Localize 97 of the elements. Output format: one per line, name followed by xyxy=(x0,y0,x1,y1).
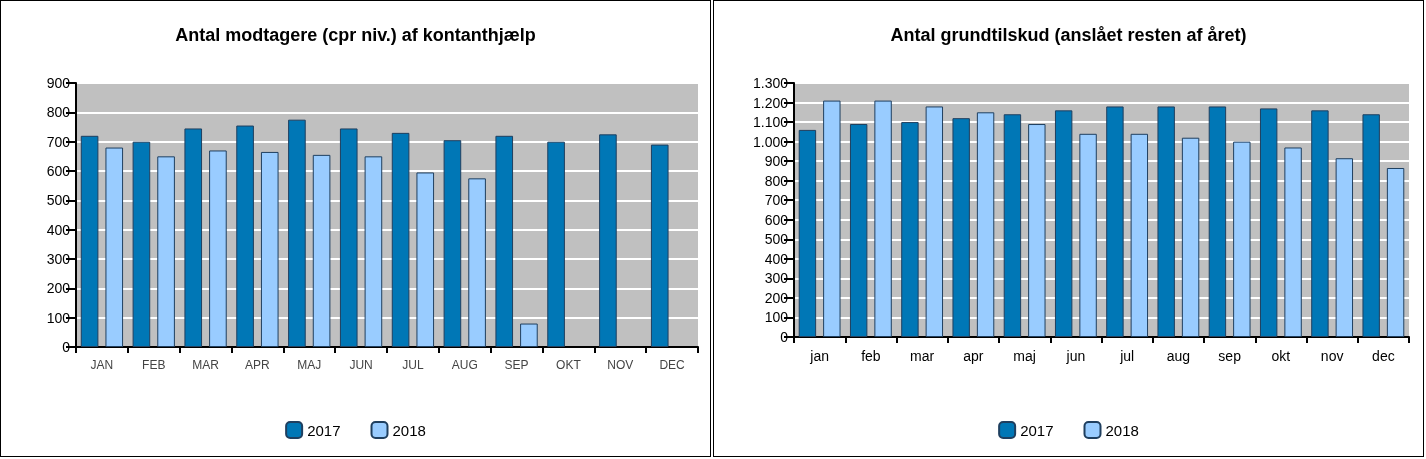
x-tick-label: JAN xyxy=(90,358,114,372)
legend-label: 2017 xyxy=(307,421,341,439)
y-tick-label: 900 xyxy=(764,153,789,170)
chart-title: Antal grundtilskud (anslået resten af året) xyxy=(890,25,1247,45)
y-tick-label: 900 xyxy=(46,75,71,91)
x-tick-label: jan xyxy=(809,348,829,364)
bar xyxy=(209,150,227,347)
bar xyxy=(1362,114,1380,337)
bar xyxy=(157,156,175,347)
bar xyxy=(1284,147,1302,337)
bar xyxy=(901,122,919,337)
bar xyxy=(547,141,565,347)
bar xyxy=(849,124,868,337)
x-tick-label: SEP xyxy=(504,358,529,372)
y-tick-label: 600 xyxy=(764,211,789,228)
bar xyxy=(925,106,944,337)
x-tick-label: mar xyxy=(910,348,935,364)
x-tick-label: apr xyxy=(963,348,984,364)
x-tick-label: dec xyxy=(1372,348,1395,364)
bar xyxy=(1335,158,1354,337)
bar xyxy=(312,154,331,347)
bar xyxy=(1106,106,1124,337)
bar xyxy=(1157,106,1175,337)
y-tick-label: 1.000 xyxy=(752,133,789,150)
legend-label: 2017 xyxy=(1020,421,1054,439)
bar xyxy=(823,100,841,337)
bar xyxy=(1003,114,1022,337)
bar xyxy=(1181,137,1200,337)
bar xyxy=(391,132,410,347)
y-tick-label: 400 xyxy=(764,250,789,267)
x-tick-label: JUN xyxy=(349,358,373,372)
x-tick-label: okt xyxy=(1271,348,1291,364)
x-tick-label: APR xyxy=(245,358,271,372)
bar xyxy=(1386,167,1405,337)
x-tick-label: nov xyxy=(1320,348,1344,364)
y-tick-label: 800 xyxy=(46,104,71,121)
y-tick-label: 600 xyxy=(46,163,71,179)
bar xyxy=(952,118,970,337)
x-tick-label: aug xyxy=(1166,348,1191,364)
y-tick-label: 300 xyxy=(764,270,789,287)
bar xyxy=(80,135,99,347)
bar xyxy=(1311,110,1329,337)
bar xyxy=(1028,124,1046,337)
bar xyxy=(443,140,462,347)
x-tick-label: FEB xyxy=(142,358,166,372)
y-tick-label: 700 xyxy=(764,192,789,209)
bar xyxy=(236,125,254,347)
bar xyxy=(1259,108,1278,337)
bar xyxy=(364,156,383,347)
bar xyxy=(798,129,817,337)
x-tick-label: DEC xyxy=(659,358,686,372)
bar xyxy=(260,151,279,347)
x-tick-label: jul xyxy=(1119,348,1135,364)
bar xyxy=(416,172,435,347)
y-tick-label: 500 xyxy=(46,192,71,209)
y-tick-label: 800 xyxy=(764,172,789,189)
bar xyxy=(288,119,306,347)
x-tick-label: feb xyxy=(861,348,881,364)
y-tick-label: 100 xyxy=(46,309,71,326)
bar xyxy=(132,141,151,347)
x-tick-label: AUG xyxy=(451,358,478,372)
y-tick-label: 200 xyxy=(764,289,789,306)
y-tick-label: 1.100 xyxy=(752,114,789,131)
bar xyxy=(1130,133,1149,337)
bar xyxy=(1079,133,1097,337)
x-tick-label: MAJ xyxy=(297,358,322,372)
bar xyxy=(339,128,358,347)
y-tick-label: 1.300 xyxy=(752,75,789,91)
bar xyxy=(520,323,538,347)
legend-label: 2018 xyxy=(1105,421,1139,439)
chart-title: Antal modtagere (cpr niv.) af kontanthjælp xyxy=(175,25,536,45)
bar xyxy=(1054,110,1073,337)
x-tick-label: MAR xyxy=(192,358,220,372)
x-tick-label: JUL xyxy=(402,358,424,372)
x-tick-label: jun xyxy=(1065,348,1086,364)
y-tick-label: 100 xyxy=(764,309,789,326)
bar xyxy=(976,112,995,337)
bar xyxy=(495,135,514,347)
x-tick-label: NOV xyxy=(607,358,634,372)
y-tick-label: 300 xyxy=(46,251,71,267)
bar xyxy=(105,147,124,347)
x-tick-label: OKT xyxy=(556,358,582,372)
bar xyxy=(599,134,617,347)
y-tick-label: 400 xyxy=(46,221,71,238)
bar xyxy=(468,178,486,347)
bar xyxy=(1233,141,1251,337)
bar xyxy=(650,144,669,347)
legend-label: 2018 xyxy=(392,421,426,439)
y-tick-label: 200 xyxy=(46,280,71,297)
bar xyxy=(1208,106,1227,337)
x-tick-label: sep xyxy=(1218,348,1242,364)
y-tick-label: 1.200 xyxy=(752,94,789,111)
bar xyxy=(184,128,203,347)
x-tick-label: maj xyxy=(1013,348,1036,364)
y-tick-label: 500 xyxy=(764,231,789,248)
y-tick-label: 700 xyxy=(46,133,71,150)
bar xyxy=(874,100,892,337)
